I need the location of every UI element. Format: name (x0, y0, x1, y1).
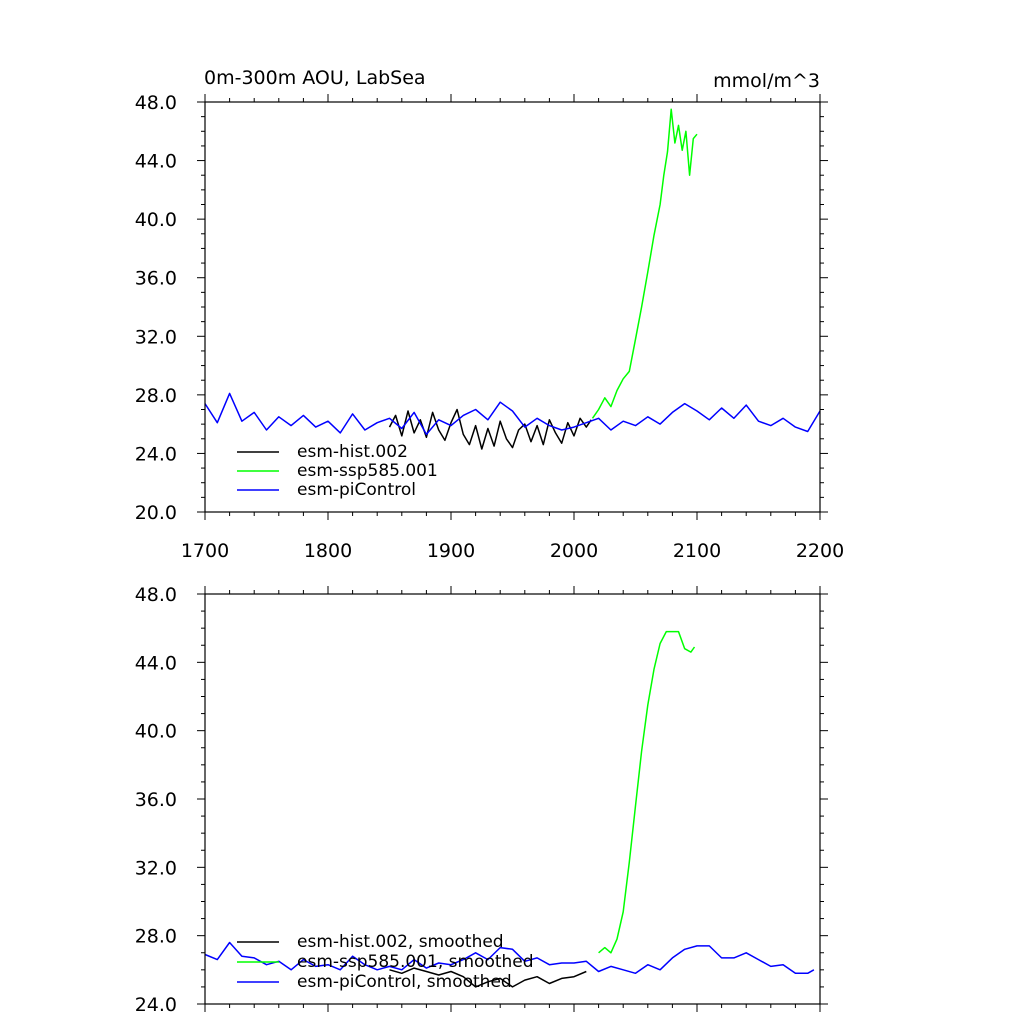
y-tick-label: 40.0 (135, 209, 177, 231)
series-line-3 (204, 941, 815, 975)
y-tick-label: 48.0 (135, 584, 177, 606)
top-panel: 0m-300m AOU, LabSea mmol/m^3 20.0 24.0 28.… (135, 67, 844, 562)
x-tick-label: 1700 (181, 540, 229, 562)
series-line-3 (204, 392, 821, 436)
bottom-plot-frame (204, 593, 821, 1005)
y-tick-label: 48.0 (135, 92, 177, 114)
bottom-panel: 24.0 28.0 32.0 36.0 40.0 44.0 48.0 esm-hist.00… (135, 584, 828, 1016)
series-line-1 (389, 967, 587, 988)
legend-label: esm-ssp585.001 (297, 461, 438, 481)
y-tick-label: 32.0 (135, 326, 177, 348)
y-tick-label: 32.0 (135, 857, 177, 879)
y-tick-label: 20.0 (135, 502, 177, 524)
legend-label: esm-piControl (297, 480, 416, 500)
y-tick-label: 36.0 (135, 789, 177, 811)
y-tick-label: 28.0 (135, 385, 177, 407)
y-tick-label: 44.0 (135, 652, 177, 674)
legend-label: esm-piControl, smoothed (297, 972, 512, 992)
y-tick-label: 36.0 (135, 268, 177, 290)
series-line-2 (598, 630, 696, 954)
legend-label: esm-hist.002, smoothed (297, 932, 504, 952)
x-tick-label: 2100 (673, 540, 721, 562)
series-line-2 (591, 108, 698, 419)
y-tick-label: 40.0 (135, 721, 177, 743)
top-plot-frame (204, 101, 821, 513)
x-tick-label: 2000 (550, 540, 598, 562)
y-tick-label: 24.0 (135, 443, 177, 465)
y-tick-label: 44.0 (135, 151, 177, 173)
top-title: 0m-300m AOU, LabSea (204, 67, 426, 89)
legend-label: esm-hist.002 (297, 442, 408, 462)
x-tick-label: 2200 (796, 540, 844, 562)
y-tick-label: 24.0 (135, 994, 177, 1016)
x-tick-label: 1800 (304, 540, 352, 562)
y-tick-label: 28.0 (135, 926, 177, 948)
x-tick-label: 1900 (427, 540, 475, 562)
legend-label: esm-ssp585.001, smoothed (297, 952, 534, 972)
top-units-label: mmol/m^3 (713, 70, 820, 92)
